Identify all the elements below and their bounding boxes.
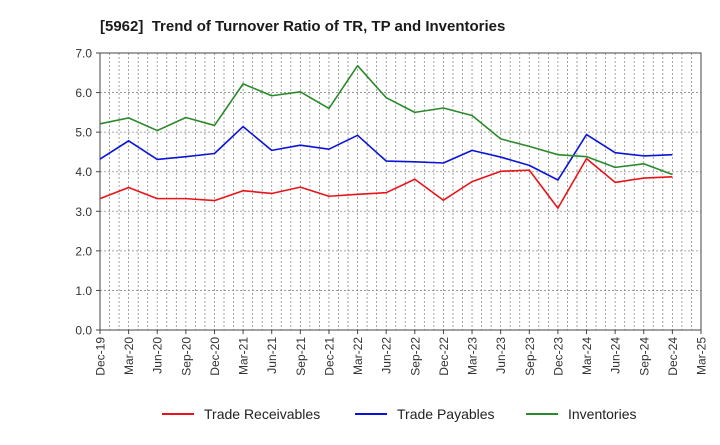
axes: 0.0 1.0 2.0 3.0 4.0 5.0 6.0 7.0 Dec-19 Mar-20 Jun-… xyxy=(75,47,708,376)
x-tick-label: Dec-23 xyxy=(551,337,565,376)
x-tick-label: Sep-22 xyxy=(408,337,422,376)
x-tick-label: Mar-25 xyxy=(695,337,709,375)
x-tick-label: Jun-23 xyxy=(494,337,508,374)
x-tick-label: Dec-19 xyxy=(94,337,108,376)
x-tick-label: Sep-23 xyxy=(523,337,537,376)
x-tick-label: Mar-24 xyxy=(580,337,594,375)
series-line-trade-receivables xyxy=(99,157,673,209)
y-tick-label: 6.0 xyxy=(75,86,92,100)
y-tick-label: 2.0 xyxy=(75,244,92,258)
x-tick-label: Jun-22 xyxy=(380,337,394,374)
x-tick-label: Dec-21 xyxy=(322,337,336,376)
legend-label: Trade Payables xyxy=(397,406,495,422)
legend-item-inventories: Inventories xyxy=(526,406,636,422)
x-tick-label: Sep-20 xyxy=(179,337,193,376)
y-tick-label: 3.0 xyxy=(75,205,92,219)
series-lines xyxy=(99,64,673,209)
x-tick-label: Sep-24 xyxy=(637,337,651,376)
x-tick-label: Sep-21 xyxy=(294,337,308,376)
x-tick-label: Mar-21 xyxy=(237,337,251,375)
x-tick-label: Mar-22 xyxy=(351,337,365,375)
x-tick-label: Mar-20 xyxy=(122,337,136,375)
grid xyxy=(99,52,702,331)
chart-title: [5962] Trend of Turnover Ratio of TR, TP… xyxy=(100,18,505,35)
y-tick-label: 4.0 xyxy=(75,165,92,179)
x-tick-label: Jun-20 xyxy=(151,337,165,374)
legend-label: Trade Receivables xyxy=(204,406,320,422)
x-tick-label: Dec-22 xyxy=(437,337,451,376)
plot-border xyxy=(99,52,702,331)
x-tick-label: Mar-23 xyxy=(466,337,480,375)
x-tick-label: Jun-21 xyxy=(265,337,279,374)
y-tick-label: 7.0 xyxy=(75,47,92,61)
x-tick-label: Jun-24 xyxy=(609,337,623,374)
series-line-inventories xyxy=(99,64,673,176)
y-tick-label: 1.0 xyxy=(75,284,92,298)
legend-item-trade-payables: Trade Payables xyxy=(355,406,495,422)
legend-label: Inventories xyxy=(568,406,636,422)
x-tick-label: Dec-24 xyxy=(666,337,680,376)
y-tick-label: 0.0 xyxy=(75,324,92,338)
x-tick-label: Dec-20 xyxy=(208,337,222,376)
legend-item-trade-receivables: Trade Receivables xyxy=(162,406,320,422)
y-tick-label: 5.0 xyxy=(75,126,92,140)
legend: Trade Receivables Trade Payables Inventori… xyxy=(162,406,636,422)
series-line-trade-payables xyxy=(99,125,673,181)
